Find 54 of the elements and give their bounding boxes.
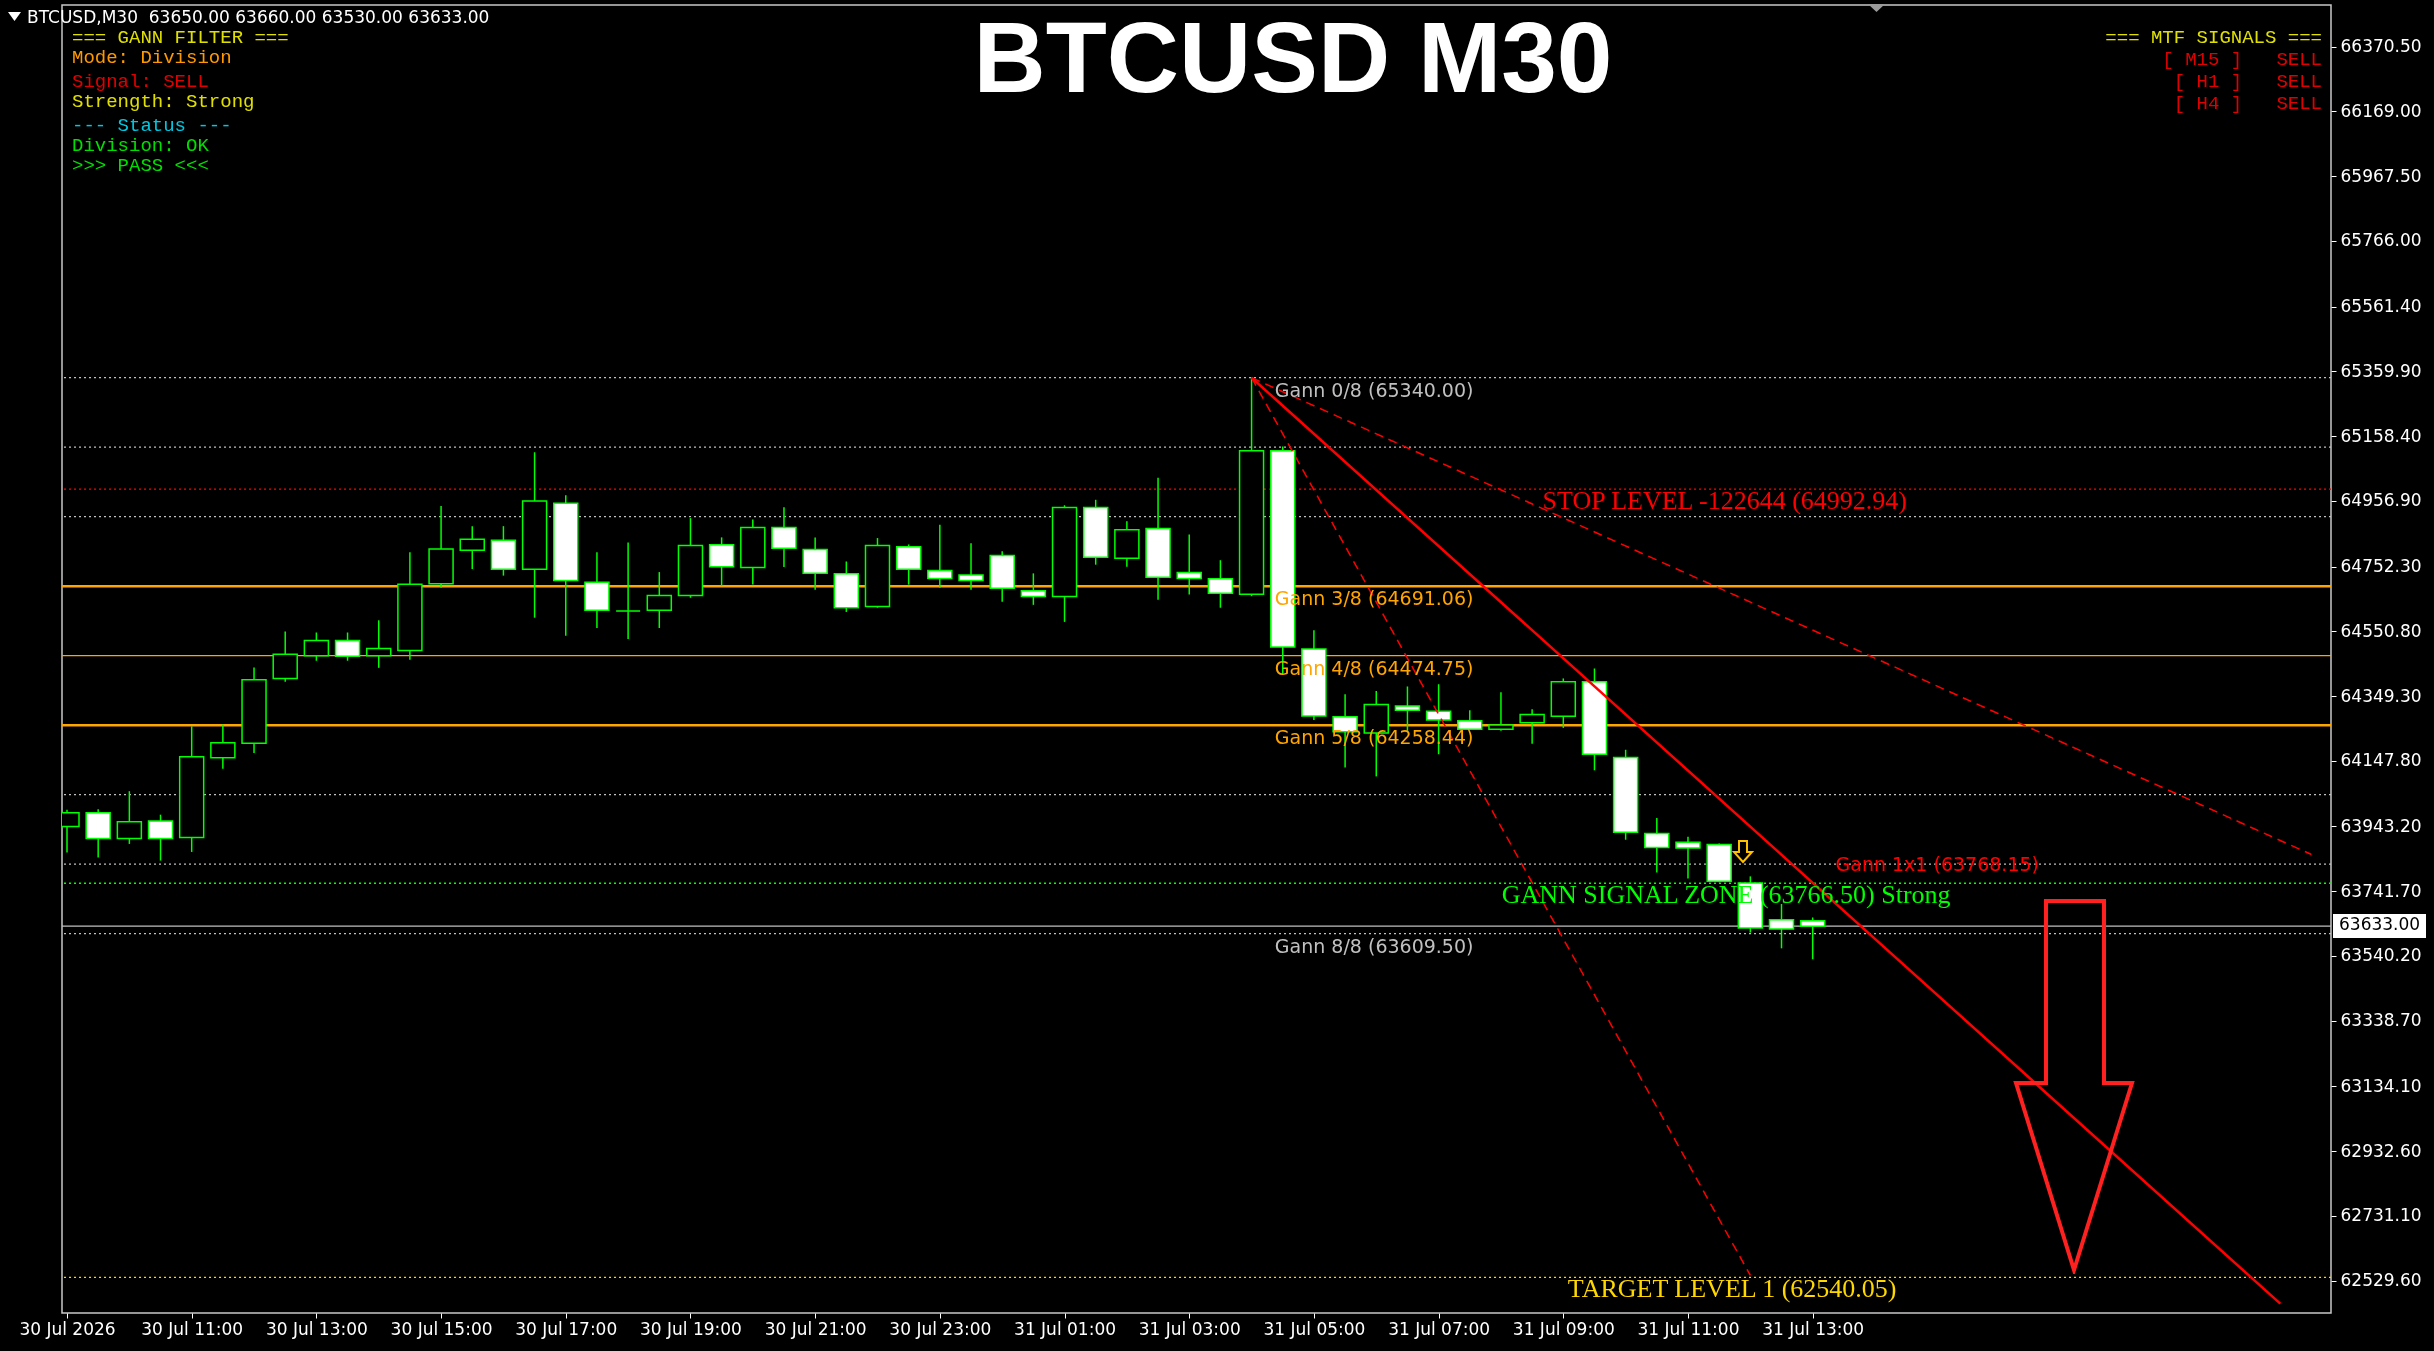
y-tick-label: 65561.40 [2340,296,2422,317]
y-tick-label: 65967.50 [2340,165,2422,186]
annotation: Strength: Strong [72,91,255,113]
x-tick-label: 31 Jul 11:00 [1637,1318,1740,1339]
x-tick-label: 30 Jul 2026 [19,1318,116,1339]
y-tick-label: 64349.30 [2340,685,2422,706]
ref-line-label: Gann 8/8 (63609.50) [1274,934,1474,957]
y-tick-label: 65158.40 [2340,425,2422,446]
y-tick-label: 63134.10 [2340,1075,2422,1096]
x-tick-label: 31 Jul 05:00 [1263,1318,1366,1339]
annotation: [ M15 ] SELL [2162,49,2322,71]
y-tick-label: 66370.50 [2340,36,2422,57]
x-tick-label: 31 Jul 03:00 [1138,1318,1241,1339]
x-tick-label: 31 Jul 01:00 [1014,1318,1117,1339]
y-tick-label: 63741.70 [2340,880,2422,901]
x-tick-label: 31 Jul 09:00 [1512,1318,1615,1339]
x-tick-label: 30 Jul 19:00 [639,1318,742,1339]
ref-line-label: TARGET LEVEL 1 (62540.05) [1567,1274,1897,1304]
y-tick-label: 63338.70 [2340,1010,2422,1031]
annotation: [ H1 ] SELL [2173,71,2322,93]
ref-line-label: STOP LEVEL -122644 (64992.94) [1542,486,1908,516]
annotation: >>> PASS <<< [72,155,209,177]
annotation: --- Status --- [72,115,232,137]
x-tick-label: 31 Jul 07:00 [1388,1318,1491,1339]
y-tick-label: 64147.80 [2340,750,2422,771]
chart-title: BTCUSD M30 [973,1,1613,113]
y-tick-label: 64550.80 [2340,620,2422,641]
y-tick-label: 62731.10 [2340,1205,2422,1226]
annotation: Mode: Division [72,47,232,69]
y-tick-label: 63943.20 [2340,815,2422,836]
y-tick-label: 64956.90 [2340,490,2422,511]
annotation: === MTF SIGNALS === [2105,27,2322,49]
x-tick-label: 30 Jul 11:00 [141,1318,244,1339]
y-tick-label: 63540.20 [2340,945,2422,966]
annotation: Gann 1x1 (63768.15) [1835,853,2039,875]
x-tick-label: 31 Jul 13:00 [1762,1318,1865,1339]
ref-line-label: Gann 0/8 (65340.00) [1274,378,1474,401]
y-tick-label: 65359.90 [2340,360,2422,381]
y-tick-label: 64752.30 [2340,556,2422,577]
x-tick-label: 30 Jul 13:00 [265,1318,368,1339]
x-tick-label: 30 Jul 17:00 [515,1318,618,1339]
y-tick-label: 62529.60 [2340,1270,2422,1291]
x-tick-label: 30 Jul 23:00 [889,1318,992,1339]
ref-line-label: Gann 4/8 (64474.75) [1274,656,1474,679]
annotation: [ H4 ] SELL [2173,93,2322,115]
annotation: === GANN FILTER === [72,27,289,49]
annotation: Signal: SELL [72,71,209,93]
x-tick-label: 30 Jul 15:00 [390,1318,493,1339]
y-tick-label: 65766.00 [2340,230,2422,251]
x-tick-label: 30 Jul 21:00 [764,1318,867,1339]
ref-line-label: 63633.00 [2333,914,2427,939]
y-tick-label: 62932.60 [2340,1140,2422,1161]
y-tick-label: 66169.00 [2340,100,2422,121]
annotation: Division: OK [72,135,209,157]
